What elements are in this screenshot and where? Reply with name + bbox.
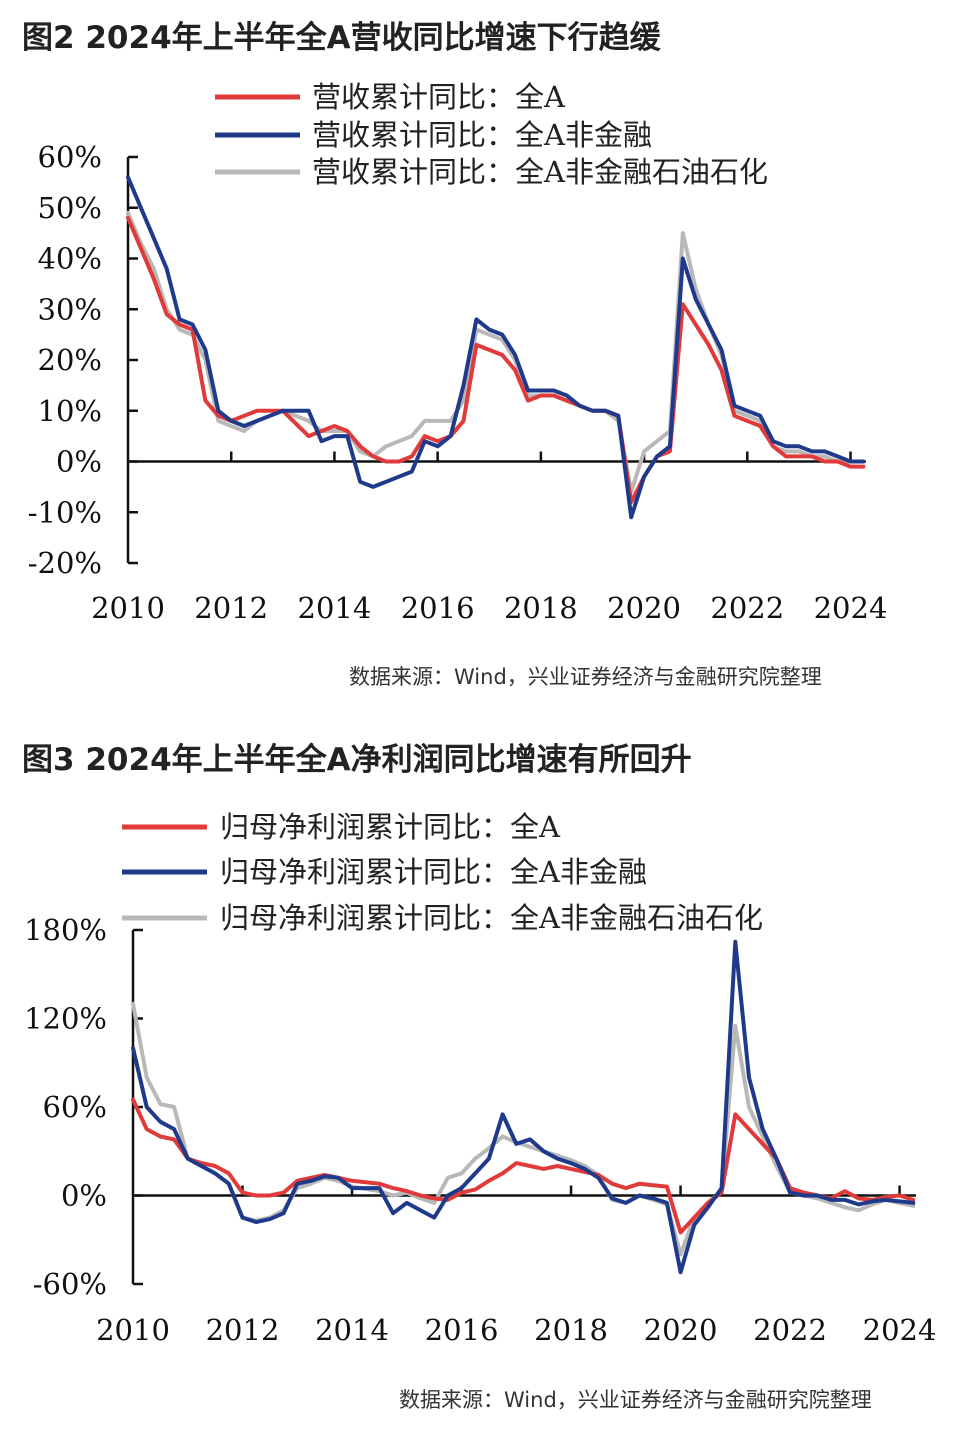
x-tick-label: 2012 [206,1313,280,1347]
series-line-0 [131,1097,916,1235]
series-line-1 [126,175,866,520]
x-tick-label: 2020 [644,1313,718,1347]
y-tick-label: 0% [56,445,102,479]
legend-label-1: 营收累计同比：全A非金融 [312,118,652,152]
legend-label-1: 归母净利润累计同比：全A非金融 [220,855,647,889]
x-tick-label: 2016 [401,591,475,625]
y-tick-label: -60% [33,1267,107,1301]
y-tick-label: 60% [38,140,102,174]
y-tick-label: 40% [38,242,102,276]
y-tick-label: 20% [38,343,102,377]
series-line-2 [126,210,866,494]
x-tick-label: 2014 [315,1313,389,1347]
x-tick-label: 2018 [534,1313,608,1347]
x-tick-label: 2012 [194,591,268,625]
x-tick-label: 2016 [425,1313,499,1347]
x-tick-label: 2022 [710,591,784,625]
net-profit-growth-chart: 归母净利润累计同比：全A 归母净利润累计同比：全A非金融归母净利润累计同比：全A非… [24,810,937,1347]
y-tick-label: 120% [24,1002,107,1036]
legend-label-0: 营收累计同比：全A [312,80,566,114]
y-tick-label: 60% [43,1090,107,1124]
legend-label-0: 归母净利润累计同比：全A [220,810,561,844]
series-line-2 [131,1001,916,1257]
y-tick-label: -20% [28,546,102,580]
figure-2-source: 数据来源：Wind，兴业证券经济与金融研究院整理 [349,665,822,689]
series-line-0 [126,215,866,505]
legend-label-2: 归母净利润累计同比：全A非金融石油石化 [220,901,763,935]
figure-3-title: 图3 2024年上半年全A净利润同比增速有所回升 [22,742,692,778]
figure-3-source: 数据来源：Wind，兴业证券经济与金融研究院整理 [399,1388,872,1412]
x-tick-label: 2022 [753,1313,827,1347]
x-tick-label: 2014 [298,591,372,625]
y-tick-label: 30% [38,292,102,326]
x-tick-label: 2024 [814,591,888,625]
series-line-1 [131,939,916,1275]
y-tick-label: 0% [61,1179,107,1213]
legend-label-2: 营收累计同比：全A非金融石油石化 [312,155,768,189]
x-tick-label: 2018 [504,591,578,625]
y-tick-label: 10% [38,394,102,428]
x-tick-label: 2010 [91,591,165,625]
y-tick-label: -10% [28,495,102,529]
y-tick-label: 50% [38,191,102,225]
x-tick-label: 2024 [863,1313,937,1347]
x-tick-label: 2010 [96,1313,170,1347]
figure-2-title: 图2 2024年上半年全A营收同比增速下行趋缓 [22,20,661,56]
y-tick-label: 180% [24,913,107,947]
x-tick-label: 2020 [607,591,681,625]
